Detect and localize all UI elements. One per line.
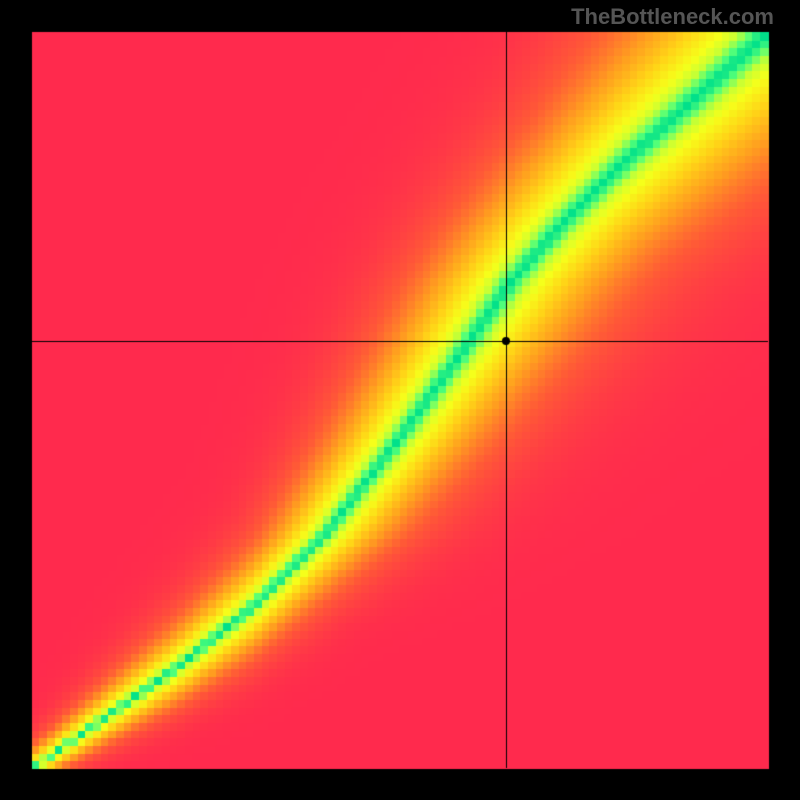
watermark-text: TheBottleneck.com xyxy=(571,4,774,30)
bottleneck-heatmap-canvas xyxy=(0,0,800,800)
chart-container: TheBottleneck.com xyxy=(0,0,800,800)
